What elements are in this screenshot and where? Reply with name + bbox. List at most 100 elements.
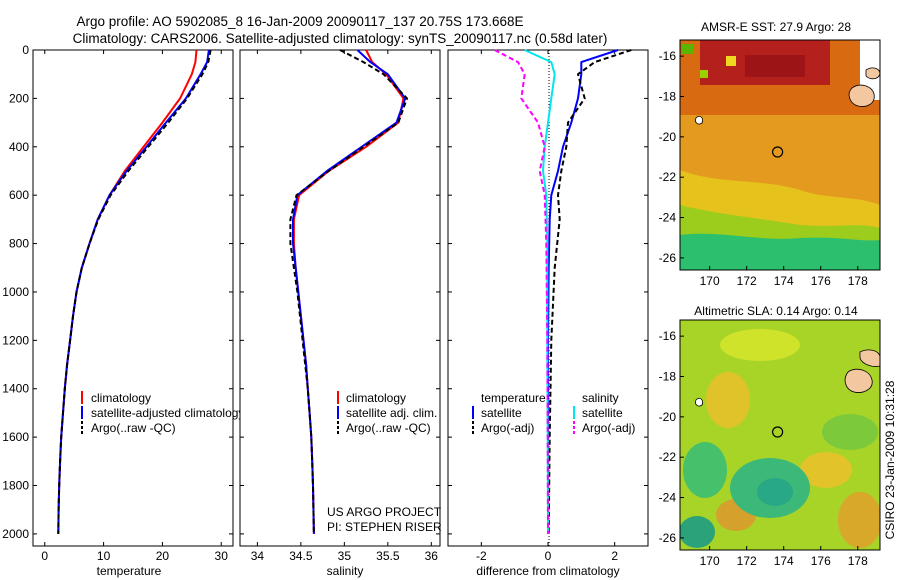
y-tick-label: -22 (659, 170, 677, 184)
argo-float-marker (771, 146, 784, 158)
sst-speckle (682, 44, 694, 54)
temperature-xlabel: temperature (97, 564, 162, 578)
difference-lines (494, 49, 632, 534)
temperature-panel: 0 200 400 600 800 1000 1200 1400 1600 1800 2000 0 1… (2, 43, 244, 578)
sla-yticks: -16 -18 -20 -22 -24 -26 (659, 329, 684, 545)
y-tick-label: -24 (659, 491, 677, 505)
difference-yticks (448, 49, 648, 535)
island-shape (848, 84, 875, 107)
sst-hot-core (745, 55, 805, 77)
x-tick-label: 176 (811, 554, 831, 568)
sst-speckle (700, 70, 708, 78)
header-line1: Argo profile: AO 5902085_8 16-Jan-2009 2… (76, 14, 523, 29)
sst-coldest-band (680, 233, 880, 270)
x-tick-label: 20 (156, 549, 170, 563)
project-credit: US ARGO PROJECT (327, 505, 442, 519)
salinity-xlabel: salinity (327, 564, 364, 578)
island-shape (695, 115, 703, 125)
legend-temp-sat-label: satellite (481, 406, 522, 420)
sla-high-blob (800, 452, 852, 488)
y-tick-label: 400 (9, 140, 29, 154)
legend-title-salinity: salinity (582, 391, 619, 405)
legend-sal-argo-label: Argo(..raw -QC) (346, 421, 431, 435)
y-tick-label: 1200 (2, 333, 29, 347)
island-shape (859, 349, 880, 367)
x-tick-label: 36 (425, 549, 439, 563)
series-line (494, 49, 549, 534)
temperature-xticks: 0 10 20 30 (41, 50, 228, 563)
legend-title-temperature: temperature (481, 391, 546, 405)
salinity-lines (289, 49, 408, 534)
y-tick-label: 1800 (2, 479, 29, 493)
salinity-legend: climatology satellite adj. clim. Argo(..… (337, 391, 437, 435)
x-tick-label: 34.5 (289, 549, 313, 563)
temperature-yticks: 0 200 400 600 800 1000 1200 1400 1600 1800 2000 (2, 43, 233, 541)
sla-high-blob (706, 372, 750, 428)
sst-yticks: -16 -18 -20 -22 -24 -26 (659, 49, 684, 265)
sla-high-blob (838, 492, 880, 548)
y-tick-label: 800 (9, 237, 29, 251)
sla-low-blob (680, 516, 715, 548)
island-shape (844, 368, 873, 393)
series-line (289, 49, 408, 534)
legend-sal-sat-label: satellite adj. clim. (346, 406, 437, 420)
x-tick-label: 178 (848, 554, 868, 568)
island-shape (695, 397, 703, 407)
temperature-legend: climatology satellite-adjusted climatolo… (81, 391, 244, 435)
salinity-axes (239, 49, 441, 547)
y-tick-label: 1600 (2, 430, 29, 444)
sla-xticks: 170 172 174 176 178 (700, 546, 868, 568)
legend-sal-argo-diff-label: Argo(-adj) (582, 421, 635, 435)
x-tick-label: 35 (338, 549, 352, 563)
sla-map-title: Altimetric SLA: 0.14 Argo: 0.14 (694, 304, 858, 318)
series-line (57, 49, 212, 534)
x-tick-label: 170 (700, 554, 720, 568)
x-tick-label: 174 (774, 274, 794, 288)
sla-high-blob (720, 329, 800, 361)
y-tick-label: 200 (9, 91, 29, 105)
salinity-xticks: 34 34.5 35 35.5 36 (251, 50, 439, 563)
y-tick-label: -20 (659, 130, 677, 144)
x-tick-label: 170 (700, 274, 720, 288)
sst-map-frame (679, 39, 881, 271)
series-line (292, 49, 407, 534)
difference-legend: temperature salinity satellite Argo(-adj… (472, 391, 635, 435)
y-tick-label: -20 (659, 410, 677, 424)
sla-map-frame (679, 319, 881, 551)
salinity-yticks (240, 49, 440, 535)
y-tick-label: 0 (22, 43, 29, 57)
y-tick-label: 600 (9, 188, 29, 202)
y-tick-label: -22 (659, 450, 677, 464)
sla-low-blob (822, 414, 878, 450)
sst-speckle (726, 56, 736, 66)
y-tick-label: 2000 (2, 527, 29, 541)
y-tick-label: -16 (659, 49, 677, 63)
difference-panel: -2 0 2 difference from climatology tempera… (447, 49, 649, 578)
sst-map-title: AMSR-E SST: 27.9 Argo: 28 (701, 20, 851, 34)
sla-low-blob (683, 442, 727, 498)
legend-sal-clim-label: climatology (346, 391, 406, 405)
sst-field (680, 40, 880, 270)
y-tick-label: 1000 (2, 285, 29, 299)
x-tick-label: 0 (41, 549, 48, 563)
x-tick-label: 172 (737, 554, 757, 568)
x-tick-label: 30 (215, 549, 229, 563)
sst-map-panel: AMSR-E SST: 27.9 Argo: 28 -16 -18 -20 -22 -2… (659, 20, 881, 288)
salinity-panel: 34 34.5 35 35.5 36 salinity climatology sate… (239, 49, 442, 578)
sla-map-panel: Altimetric SLA: 0.14 Argo: 0.14 -16 -18 -2… (659, 304, 881, 568)
y-tick-label: -26 (659, 531, 677, 545)
x-tick-label: 34 (251, 549, 265, 563)
x-tick-label: 178 (848, 274, 868, 288)
x-tick-label: -2 (476, 549, 487, 563)
series-line (547, 49, 632, 534)
legend-argo-label: Argo(..raw -QC) (91, 421, 176, 435)
csiro-timestamp: CSIRO 23-Jan-2009 10:31:28 (883, 380, 897, 539)
sla-field (680, 320, 880, 550)
y-tick-label: -18 (659, 369, 677, 383)
legend-sal-sat-diff-label: satellite (582, 406, 623, 420)
legend-sat-adj-label: satellite-adjusted climatology (91, 406, 244, 420)
legend-climatology-label: climatology (91, 391, 151, 405)
y-tick-label: 1400 (2, 382, 29, 396)
x-tick-label: 174 (774, 554, 794, 568)
